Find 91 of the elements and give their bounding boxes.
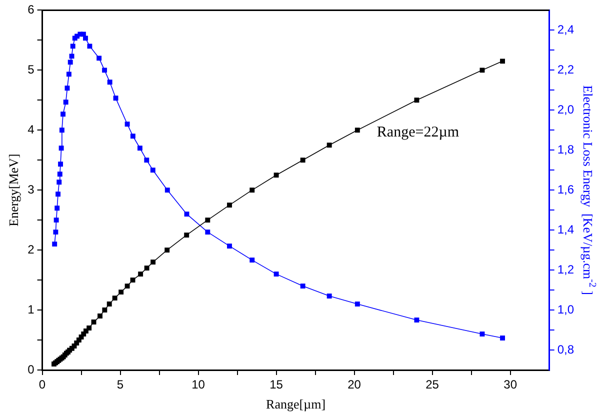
point (83, 36, 88, 41)
y2-tick-label: 1,8 (557, 142, 574, 156)
point (56, 180, 62, 185)
point (98, 314, 102, 319)
point (354, 128, 360, 133)
y2-tick-label: 1,0 (557, 302, 574, 316)
point (54, 206, 60, 211)
point (480, 68, 485, 73)
point (69, 54, 74, 59)
y-tick-label: 0 (28, 362, 35, 376)
x-tick-label: 15 (270, 378, 284, 392)
point (57, 172, 62, 177)
point (150, 260, 156, 265)
point (164, 248, 170, 253)
point (63, 100, 68, 105)
point (66, 72, 72, 77)
y2-axis-title: Electronic Loss Energy [KeV/µg.cm-2 ] (580, 85, 598, 296)
point (87, 44, 92, 49)
point (107, 80, 112, 85)
x-tick-label: 25 (426, 378, 440, 392)
y2-tick-label: 1,6 (557, 182, 574, 196)
point (102, 308, 108, 313)
point (124, 122, 130, 127)
point (52, 242, 58, 247)
point (326, 142, 332, 148)
point (60, 112, 66, 117)
point (227, 244, 232, 249)
y-tick-label: 3 (28, 182, 35, 196)
point (138, 272, 144, 277)
point (130, 134, 136, 139)
point (59, 128, 64, 133)
point (480, 332, 485, 336)
y-tick-label: 6 (28, 2, 35, 17)
point (96, 56, 102, 61)
point (53, 230, 58, 235)
point (184, 212, 190, 217)
point (113, 96, 118, 101)
point (58, 162, 64, 167)
x-tick-label: 0 (38, 378, 46, 392)
point (227, 202, 232, 208)
point (118, 290, 124, 295)
point (106, 302, 112, 307)
point (164, 188, 170, 193)
point (86, 326, 92, 330)
point (205, 230, 210, 235)
point (184, 232, 190, 238)
x-tick-label: 10 (192, 378, 206, 392)
point (130, 278, 136, 283)
point (64, 86, 70, 91)
x-tick-label: 5 (116, 378, 124, 392)
annotation: Range=22µm (376, 124, 460, 140)
point (144, 158, 150, 163)
y2-tick-label: 0,8 (557, 342, 574, 356)
point (144, 266, 150, 271)
point (102, 68, 107, 73)
point (56, 192, 61, 197)
point (250, 258, 255, 263)
point (274, 172, 279, 178)
point (137, 146, 142, 151)
point (274, 272, 279, 277)
point (124, 284, 130, 289)
point (70, 44, 76, 49)
y2-tick-label: 2,0 (557, 102, 574, 116)
y-tick-label: 2 (28, 242, 35, 256)
point (500, 336, 505, 340)
y-tick-label: 4 (28, 122, 35, 136)
point (500, 58, 505, 64)
point (300, 284, 306, 289)
point (300, 158, 306, 163)
y2-tick-label: 1,4 (557, 222, 574, 236)
y-tick-label: 5 (28, 62, 35, 76)
point (54, 218, 59, 223)
point (112, 296, 118, 301)
y2-tick-label: 1,2 (557, 262, 574, 276)
y-tick-label: 1 (28, 302, 35, 316)
point (414, 318, 420, 323)
x-tick-label: 30 (504, 378, 518, 392)
x-tick-label: 20 (348, 378, 362, 392)
y-axis-title: Energy[MeV] (6, 154, 22, 226)
point (250, 188, 255, 193)
x-axis-title: Range[µm] (266, 396, 326, 412)
point (326, 294, 332, 299)
point (91, 320, 96, 324)
y2-tick-label: 2,4 (557, 22, 574, 36)
point (58, 146, 64, 151)
point (414, 98, 420, 103)
point (354, 302, 360, 307)
point (205, 218, 210, 223)
point (150, 168, 156, 173)
y2-tick-label: 2,2 (557, 62, 574, 76)
point (68, 60, 73, 65)
